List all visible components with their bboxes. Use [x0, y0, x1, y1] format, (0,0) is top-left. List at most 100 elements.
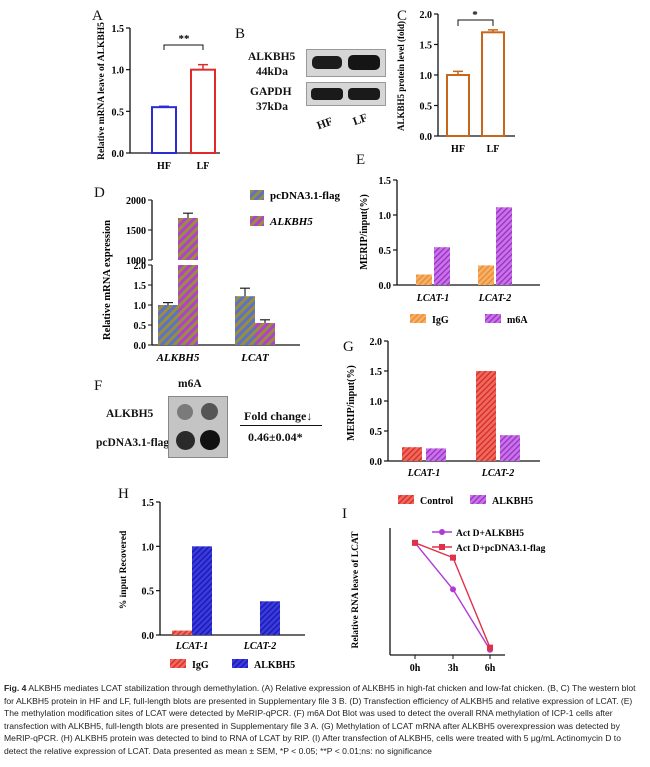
panel-d-y-tick-label: 1.0 [134, 301, 147, 312]
panel-h-y-tick-label: 1.0 [142, 542, 155, 553]
panel-h-bar [172, 630, 192, 635]
panel-h-bar [260, 601, 280, 635]
caption-text: ALKBH5 mediates LCAT stabilization throu… [4, 683, 636, 756]
panel-g-y-label: MERIP/input(%) [346, 365, 357, 441]
panel-i-x-tick-label: 3h [448, 663, 459, 674]
panel-h-y-tick-label: 0.0 [142, 631, 155, 642]
panel-c-x-label: LF [487, 144, 500, 155]
panel-d-y-tick-label: 1.5 [134, 281, 147, 292]
panel-d-letter: D [94, 185, 105, 201]
panel-g-y-tick-label: 2.0 [370, 337, 383, 348]
panel-g-legend-swatch [470, 495, 486, 504]
panel-g-bar [426, 448, 446, 461]
panel-c: ALKBH5 protein level (fold) 0.0 0.5 1.0 1.5 2… [390, 6, 540, 156]
blot-alkbh5-kda: 44kDa [256, 66, 288, 78]
panel-e-y-label: MERIP/input(%) [359, 194, 370, 270]
panel-g-legend-label: Control [420, 496, 453, 507]
fold-change-label: Fold change↓ [244, 409, 313, 423]
dotblot-row-alkbh5: ALKBH5 [106, 408, 154, 420]
panel-e-y-tick-label: 0.0 [379, 281, 392, 292]
panel-e: MERIP/input(%) 0.0 0.5 1.0 1.5 LCAT-1 LCAT-2 Ig… [355, 150, 555, 330]
panel-i-legend-marker [439, 544, 445, 550]
panel-g-bar [500, 435, 520, 461]
panel-i-point [450, 554, 456, 561]
panel-d-y-tick-label: 1000 [126, 256, 146, 267]
fold-change-value: 0.46±0.04* [248, 430, 303, 444]
panel-h-x-label: LCAT-1 [175, 641, 208, 652]
panel-c-y-label: ALKBH5 protein level (fold) [396, 21, 406, 131]
panel-i-letter: I [342, 506, 347, 522]
panel-e-legend-label: m6A [507, 315, 528, 326]
panel-d-bar [178, 265, 198, 345]
panel-e-x-label: LCAT-2 [478, 293, 511, 304]
panel-i-point [412, 539, 418, 546]
panel-i-x-tick-label: 0h [410, 663, 421, 674]
panel-c-chart: ALKBH5 protein level (fold) 0.0 0.5 1.0 1.5 2… [396, 9, 515, 155]
panel-d-x-label: LCAT [240, 352, 270, 364]
panel-a-x-label: LF [197, 161, 210, 172]
panel-a-sig-label: ** [179, 33, 191, 45]
panel-i-chart: Relative RNA leave of LCAT 0h 3h 6h Act D+AL… [351, 528, 546, 674]
blot-lane-hf: HF [315, 115, 335, 133]
panel-i-legend-label: Act D+pcDNA3.1-flag [456, 544, 546, 554]
panel-c-x-label: HF [451, 144, 465, 155]
panel-a-y-tick-label: 0.0 [112, 149, 125, 160]
panel-d-chart: Relative mRNA expression0.00.51.01.52.01… [102, 190, 340, 364]
panel-a-bar [190, 68, 216, 155]
panel-h-legend-label: ALKBH5 [254, 660, 295, 671]
panel-d-bar [235, 296, 255, 345]
panel-e-y-tick-label: 0.5 [379, 246, 392, 257]
panel-c-y-tick-label: 1.5 [420, 41, 433, 52]
panel-a-bar [151, 106, 177, 154]
panel-d-legend-label: pcDNA3.1-flag [270, 190, 340, 202]
panel-a-y-label: Relative mRNA leave of ALKBH5 [97, 22, 107, 160]
panel-e-bar [416, 274, 432, 285]
blot-alkbh5-label: ALKBH5 [248, 51, 296, 63]
panel-d: Relative mRNA expression 0.0 0.5 1.0 1.5 2.0 1… [90, 185, 350, 375]
dotblot-header: m6A [178, 378, 202, 390]
panel-g-y-tick-label: 0.5 [370, 427, 383, 438]
panel-d-y-tick-label: 0.0 [134, 341, 147, 352]
panel-d-legend-swatch [250, 216, 264, 226]
panel-e-legend-swatch [410, 314, 426, 323]
panel-a-sig-bracket [163, 44, 204, 50]
panel-g-y-tick-label: 1.5 [370, 367, 383, 378]
panel-f-letter: F [94, 378, 103, 394]
panel-g-bar [476, 371, 496, 461]
panel-g: MERIP/input(%) 0.0 0.5 1.0 1.5 2.0 LCAT-1 LCAT-… [340, 335, 555, 515]
blot-gapdh-kda: 37kDa [256, 101, 288, 113]
panel-c-y-tick-label: 1.0 [420, 71, 433, 82]
blot-lane-lf: LF [351, 111, 370, 129]
panel-d-y-tick-label: 1500 [126, 226, 146, 237]
panel-a-chart: Relative mRNA leave of ALKBH5 0.0 0.5 1.0 1.… [97, 22, 220, 172]
panel-e-x-label: LCAT-1 [416, 293, 449, 304]
panel-h-chart: % input Recovered 0.0 0.5 1.0 1.5 LCAT-1 LCAT-… [119, 498, 305, 671]
panel-g-letter: G [343, 339, 354, 355]
panel-i-point [450, 586, 456, 593]
caption-fig-number: Fig. 4 [4, 683, 27, 693]
panel-d-y-tick-label: 0.5 [134, 321, 147, 332]
panel-g-bar [402, 447, 422, 461]
blot-gapdh-label: GAPDH [250, 86, 292, 98]
panel-h-y-tick-label: 1.5 [142, 498, 155, 509]
panel-d-bar [255, 323, 275, 345]
panel-g-x-label: LCAT-1 [407, 468, 440, 479]
panel-e-bar [434, 247, 450, 285]
panel-i-point [487, 644, 493, 651]
panel-d-legend-label: ALKBH5 [269, 216, 313, 228]
panel-d-bar [158, 305, 178, 345]
panel-a-x-label: HF [157, 161, 171, 172]
panel-d-bar-upper [178, 218, 198, 260]
panel-i-legend-label: Act D+ALKBH5 [456, 529, 524, 539]
panel-h-legend-swatch [232, 659, 248, 668]
panel-h: % input Recovered 0.0 0.5 1.0 1.5 LCAT-1 LCAT-… [110, 492, 310, 672]
panel-g-chart: MERIP/input(%) 0.0 0.5 1.0 1.5 2.0 LCAT-1 LCAT-… [346, 337, 540, 507]
panel-c-bar [446, 74, 470, 137]
panel-h-y-tick-label: 0.5 [142, 587, 155, 598]
panel-a-y-tick-label: 1.5 [112, 24, 125, 35]
panel-c-letter: C [397, 8, 408, 24]
panel-a: Relative mRNA leave of ALKBH5 0.0 0.5 1.0 1.… [90, 8, 225, 183]
panel-d-y-label: Relative mRNA expression [102, 220, 113, 340]
figure-caption: Fig. 4 ALKBH5 mediates LCAT stabilizatio… [4, 682, 646, 758]
panel-b-letter: B [235, 26, 246, 42]
